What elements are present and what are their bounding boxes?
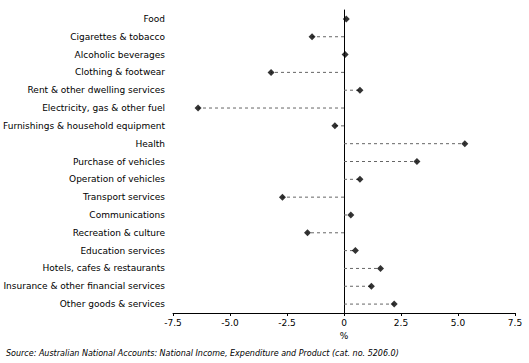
svg-text:Source: Australian National Ac: Source: Australian National Accounts: Na… <box>6 349 399 358</box>
svg-text:Education services: Education services <box>80 246 165 256</box>
svg-text:Clothing & footwear: Clothing & footwear <box>75 67 165 77</box>
svg-text:Electricity, gas & other fuel: Electricity, gas & other fuel <box>42 103 165 113</box>
svg-text:Operation of vehicles: Operation of vehicles <box>69 174 165 184</box>
svg-text:5.0: 5.0 <box>451 318 466 328</box>
svg-text:Transport services: Transport services <box>82 192 165 202</box>
svg-text:Cigarettes & tobacco: Cigarettes & tobacco <box>70 32 165 42</box>
svg-text:2.5: 2.5 <box>394 318 408 328</box>
svg-text:0: 0 <box>341 318 347 328</box>
svg-text:Insurance & other financial se: Insurance & other financial services <box>3 281 165 291</box>
svg-text:Rent & other dwelling services: Rent & other dwelling services <box>27 85 165 95</box>
svg-text:Alcoholic beverages: Alcoholic beverages <box>75 50 166 60</box>
svg-text:Purchase of vehicles: Purchase of vehicles <box>73 157 165 167</box>
svg-text:%: % <box>340 331 349 341</box>
svg-text:Furnishings & household equipm: Furnishings & household equipment <box>3 121 165 131</box>
svg-text:Health: Health <box>135 139 165 149</box>
svg-text:-2.5: -2.5 <box>278 318 296 328</box>
svg-text:Hotels, cafes & restaurants: Hotels, cafes & restaurants <box>43 263 166 273</box>
svg-text:7.5: 7.5 <box>508 318 522 328</box>
svg-text:-5.0: -5.0 <box>221 318 239 328</box>
svg-text:Recreation & culture: Recreation & culture <box>73 228 166 238</box>
svg-text:-7.5: -7.5 <box>164 318 182 328</box>
svg-text:Other goods & services: Other goods & services <box>60 299 166 309</box>
svg-text:Communications: Communications <box>89 210 165 220</box>
svg-text:Food: Food <box>143 14 165 24</box>
